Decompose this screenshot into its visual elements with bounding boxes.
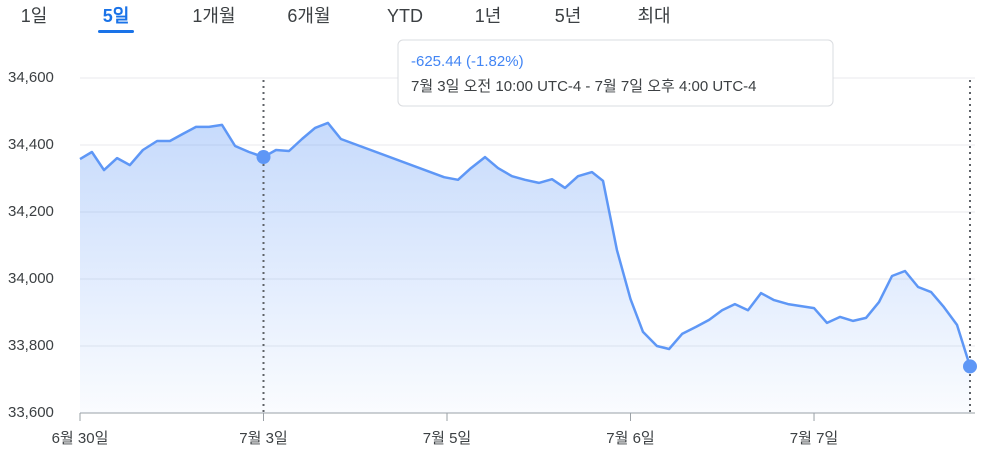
- y-tick-label: 34,400: [8, 136, 54, 153]
- tab[interactable]: 최대: [637, 6, 670, 26]
- tooltip-box: [397, 39, 834, 107]
- line: [79, 121, 972, 367]
- tab-underline: [98, 30, 134, 33]
- tab[interactable]: 6개월: [287, 6, 330, 26]
- selection-dot: [963, 359, 977, 374]
- y-tick-label: 34,600: [8, 69, 54, 86]
- x-tick-label: 6월 30일: [52, 430, 109, 447]
- tab[interactable]: 5일: [103, 6, 130, 26]
- y-tick-label: 33,600: [8, 404, 54, 421]
- tab[interactable]: 1일: [21, 6, 48, 26]
- y-tick-label: 34,000: [8, 270, 54, 287]
- x-tick-label: 7월 7일: [790, 430, 838, 447]
- tab[interactable]: YTD: [387, 6, 423, 26]
- y-tick-label: 34,200: [8, 203, 54, 220]
- x-tick-label: 7월 3일: [239, 430, 287, 447]
- area: [80, 122, 970, 414]
- selection-dot: [256, 150, 271, 165]
- tab[interactable]: 1개월: [192, 6, 235, 26]
- x-tick-label: 7월 6일: [606, 430, 654, 447]
- tab[interactable]: 1년: [475, 6, 502, 26]
- tooltip-range: 7월 3일 오전 10:00 UTC-4 - 7월 7일 오후 4:00 UTC…: [411, 78, 757, 95]
- tab[interactable]: 5년: [555, 6, 582, 26]
- x-tick-label: 7월 5일: [423, 430, 471, 447]
- tooltip-change: -625.44 (-1.82%): [411, 53, 524, 70]
- y-tick-label: 33,800: [8, 337, 54, 354]
